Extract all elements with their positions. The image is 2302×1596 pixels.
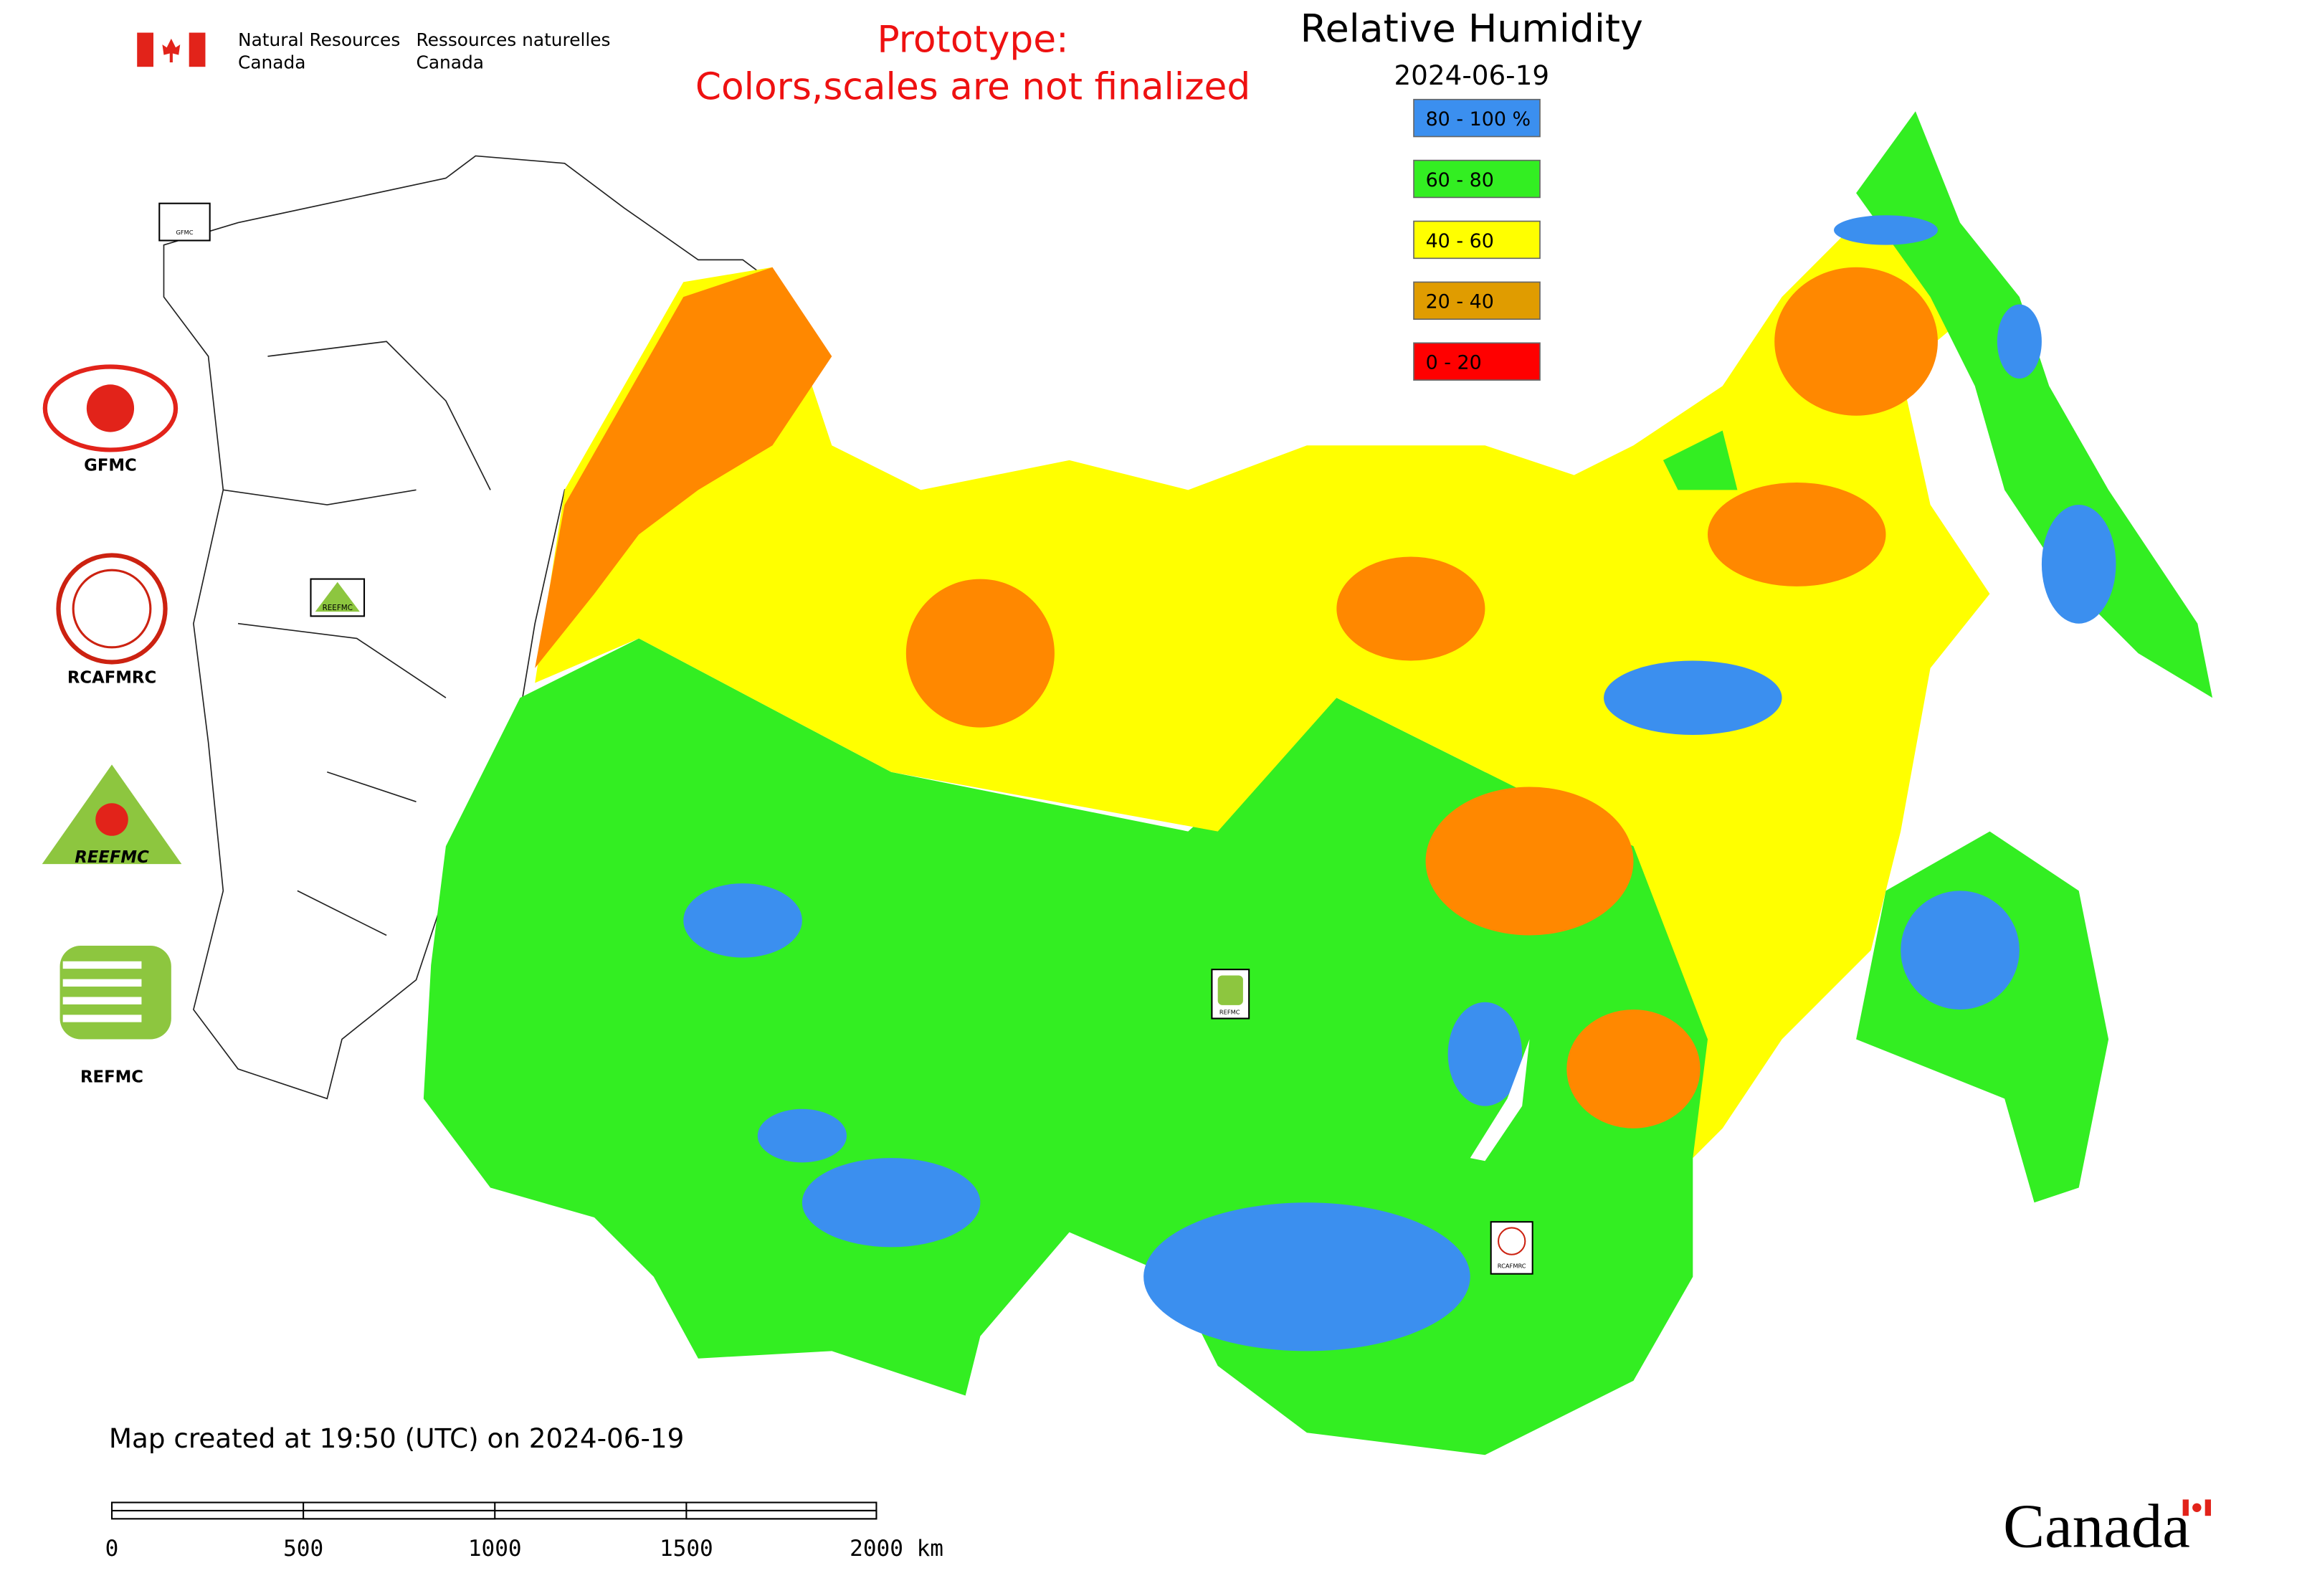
marker-label: RCAFMRC — [1498, 1262, 1526, 1269]
legend-label: 40 - 60 — [1426, 230, 1494, 252]
scale-segment — [685, 1509, 877, 1520]
humidity-regions — [423, 111, 2213, 1455]
region — [905, 267, 1938, 1129]
flag-bar — [2205, 1499, 2211, 1516]
scale-label: 2000 km — [850, 1536, 943, 1562]
logo-rcafmrc — [56, 553, 168, 665]
dept-text: Canada — [417, 52, 484, 72]
legend-swatch — [1413, 98, 1541, 138]
maple-leaf — [162, 38, 181, 62]
region — [1663, 111, 2213, 1203]
wordmark-flag — [2182, 1499, 2211, 1516]
legend-swatch — [1413, 220, 1541, 260]
scale-segment — [110, 1501, 305, 1511]
marker-label: GFMC — [176, 229, 193, 236]
scale-label: 500 — [283, 1536, 323, 1562]
region — [535, 267, 832, 668]
marker-icon — [315, 581, 360, 612]
logo-reefmc — [95, 803, 128, 836]
legend: 80 - 100 % 60 - 80 40 - 60 20 - 40 0 - 20 — [1413, 98, 1541, 381]
marker-icon — [1217, 975, 1243, 1005]
region — [683, 215, 2116, 1352]
marker-label: REFMC — [1219, 1008, 1240, 1015]
map-markers: GFMC REEFMC REFMC RCAFMRC — [158, 202, 1533, 1275]
logo-label: REFMC — [80, 1068, 143, 1087]
flag-bar — [137, 32, 153, 67]
notice: Prototype: — [877, 18, 1068, 61]
scale-segment — [494, 1501, 688, 1511]
legend-swatch — [1413, 159, 1541, 199]
logo-label: REEFMC — [75, 848, 149, 867]
scale-label: 1500 — [660, 1536, 713, 1562]
scale-segment — [303, 1509, 496, 1520]
scale-label: 1000 — [468, 1536, 522, 1562]
logo-label: RCAFMRC — [67, 669, 156, 688]
logo-gfmc — [86, 384, 135, 432]
legend-title: Relative Humidity — [1300, 6, 1643, 51]
notice: Colors,scales are not finalized — [695, 66, 1250, 109]
lake — [1470, 1039, 1530, 1162]
nrcan-signature: Natural Resources Canada Ressources natu… — [137, 29, 611, 72]
logo-refmc — [60, 946, 171, 1040]
region — [535, 222, 1990, 1159]
legend-swatch — [1413, 342, 1541, 381]
marker — [158, 202, 211, 242]
scale-bar — [110, 1501, 877, 1520]
legend-label: 60 - 80 — [1426, 169, 1494, 191]
legend-swatch — [1413, 281, 1541, 320]
dept-text: Canada — [238, 52, 305, 72]
logo-refmc — [62, 961, 142, 1022]
marker-icon — [1498, 1227, 1526, 1255]
flag-bar — [189, 32, 206, 67]
logo-rcafmrc — [72, 569, 152, 649]
logo-gfmc — [42, 364, 179, 452]
legend-label: 20 - 40 — [1426, 291, 1494, 313]
maple-leaf — [2192, 1503, 2202, 1513]
flag-bar — [2182, 1499, 2189, 1516]
scale-label: 0 — [105, 1536, 119, 1562]
dept-text: Ressources naturelles — [417, 29, 611, 50]
legend-label: 0 - 20 — [1426, 352, 1482, 374]
marker-label: REEFMC — [323, 604, 353, 612]
legend-date: 2024-06-19 — [1394, 60, 1549, 91]
created-note: Map created at 19:50 (UTC) on 2024-06-19 — [109, 1422, 684, 1454]
logos: GFMC RCAFMRC REEFMC REFMC — [42, 364, 182, 1087]
canada-wordmark: Canada — [2003, 1492, 2190, 1561]
legend-label: 80 - 100 % — [1426, 108, 1531, 130]
dept-text: Natural Resources — [238, 29, 400, 50]
scale-labels: 0 500 1000 1500 2000 km — [105, 1536, 943, 1562]
logo-label: GFMC — [84, 456, 137, 475]
